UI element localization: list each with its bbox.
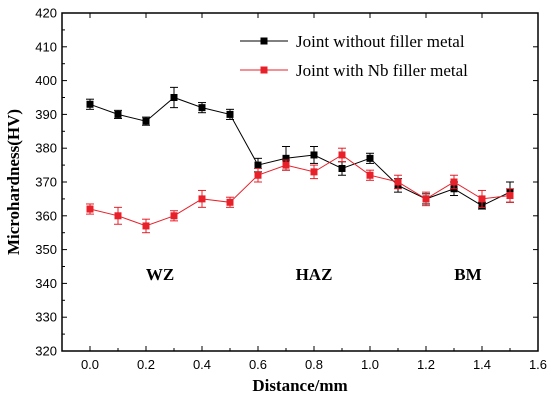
data-point <box>254 171 262 179</box>
data-point <box>114 110 122 118</box>
y-tick-label: 330 <box>35 310 57 325</box>
x-tick-label: 0.6 <box>249 357 267 372</box>
data-point <box>478 195 486 203</box>
region-label: BM <box>454 265 481 284</box>
data-point <box>86 100 94 108</box>
y-tick-label: 340 <box>35 276 57 291</box>
y-axis-title: Microhardness(HV) <box>4 109 23 255</box>
x-tick-label: 0.8 <box>305 357 323 372</box>
x-tick-label: 0.2 <box>137 357 155 372</box>
data-point <box>366 154 374 162</box>
data-point <box>114 212 122 220</box>
series-line <box>89 96 511 207</box>
series-group <box>86 86 514 234</box>
region-label: HAZ <box>296 265 333 284</box>
y-tick-label: 370 <box>35 175 57 190</box>
data-point <box>142 117 150 125</box>
axis-ticks: 0.0 0.2 0.4 0.6 0.8 1.0 1.2 1.4 1.6 320 330 340 350 3… <box>35 6 547 373</box>
data-point <box>450 178 458 186</box>
data-point <box>506 192 514 200</box>
series-line <box>89 154 511 227</box>
x-tick-label: 1.4 <box>473 357 491 372</box>
legend-entry: Joint without filler metal <box>240 32 465 51</box>
y-tick-label: 350 <box>35 242 57 257</box>
data-point <box>170 212 178 220</box>
y-tick-label: 410 <box>35 39 57 54</box>
series-1 <box>86 86 514 210</box>
y-tick-label: 320 <box>35 344 57 359</box>
data-point <box>226 110 234 118</box>
data-point <box>254 161 262 169</box>
x-tick-label: 1.2 <box>417 357 435 372</box>
series-2 <box>86 147 514 234</box>
data-point <box>338 164 346 172</box>
data-point <box>338 151 346 159</box>
y-tick-label: 420 <box>35 6 57 21</box>
data-point <box>422 195 430 203</box>
y-tick-label: 380 <box>35 141 57 156</box>
x-tick-label: 0.4 <box>193 357 211 372</box>
data-point <box>310 168 318 176</box>
legend-label: Joint with Nb filler metal <box>296 61 468 80</box>
legend: Joint without filler metal Joint with Nb … <box>240 32 468 80</box>
data-point <box>282 154 290 162</box>
x-tick-label: 0.0 <box>81 357 99 372</box>
x-axis-title: Distance/mm <box>252 376 347 395</box>
data-point <box>198 104 206 112</box>
region-label: WZ <box>146 265 174 284</box>
data-point <box>366 171 374 179</box>
data-point <box>86 205 94 213</box>
data-point <box>394 178 402 186</box>
data-point <box>282 161 290 169</box>
legend-marker <box>260 66 268 74</box>
legend-entry: Joint with Nb filler metal <box>240 61 468 80</box>
y-tick-label: 390 <box>35 107 57 122</box>
x-tick-label: 1.6 <box>529 357 547 372</box>
y-tick-label: 360 <box>35 208 57 223</box>
legend-label: Joint without filler metal <box>296 32 465 51</box>
data-point <box>310 151 318 159</box>
data-point <box>142 222 150 230</box>
data-point <box>170 94 178 101</box>
data-point <box>198 195 206 203</box>
legend-marker <box>260 37 268 45</box>
region-labels: WZ HAZ BM <box>146 265 482 284</box>
x-tick-label: 1.0 <box>361 357 379 372</box>
y-tick-label: 400 <box>35 73 57 88</box>
data-point <box>226 198 234 206</box>
